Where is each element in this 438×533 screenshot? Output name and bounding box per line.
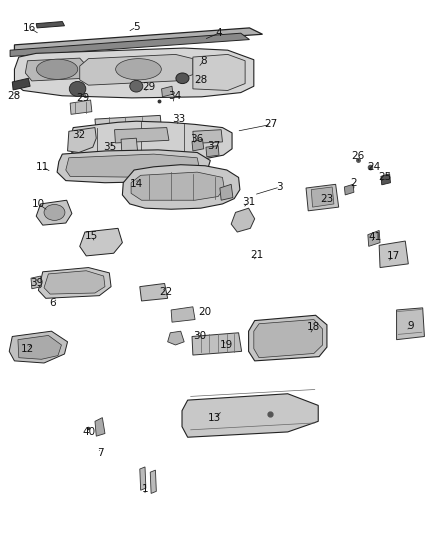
Polygon shape (44, 271, 105, 294)
Polygon shape (381, 174, 391, 185)
Text: 10: 10 (32, 199, 45, 209)
Text: 34: 34 (168, 91, 181, 101)
Text: 25: 25 (378, 172, 391, 182)
Text: 17: 17 (386, 251, 400, 261)
Polygon shape (121, 138, 138, 161)
Polygon shape (254, 319, 322, 358)
Text: 32: 32 (72, 130, 85, 140)
Ellipse shape (36, 59, 78, 79)
Text: 13: 13 (208, 413, 221, 423)
Polygon shape (193, 57, 204, 69)
Text: 29: 29 (77, 93, 90, 103)
Polygon shape (66, 154, 199, 177)
Text: 19: 19 (220, 340, 233, 350)
Text: 37: 37 (207, 141, 220, 151)
Polygon shape (122, 165, 240, 209)
Text: 18: 18 (307, 322, 321, 333)
Polygon shape (379, 241, 408, 268)
Polygon shape (368, 230, 380, 246)
Polygon shape (171, 307, 195, 322)
Polygon shape (115, 127, 169, 143)
Polygon shape (14, 48, 254, 98)
Ellipse shape (44, 205, 65, 220)
Polygon shape (193, 130, 223, 143)
Text: 16: 16 (23, 23, 36, 33)
Polygon shape (80, 228, 122, 256)
Polygon shape (182, 394, 318, 437)
Polygon shape (150, 470, 156, 494)
Polygon shape (231, 208, 254, 232)
Text: 33: 33 (172, 114, 186, 124)
Text: 29: 29 (142, 82, 155, 92)
Ellipse shape (176, 73, 189, 84)
Text: 39: 39 (31, 278, 44, 288)
Polygon shape (9, 331, 67, 363)
Polygon shape (25, 58, 88, 81)
Text: 21: 21 (251, 250, 264, 260)
Text: 23: 23 (320, 193, 334, 204)
Text: 40: 40 (83, 427, 96, 437)
Text: 31: 31 (242, 197, 255, 207)
Polygon shape (162, 86, 173, 97)
Ellipse shape (69, 82, 86, 96)
Polygon shape (206, 146, 219, 157)
Polygon shape (140, 284, 168, 301)
Text: 24: 24 (367, 162, 380, 172)
Text: 1: 1 (142, 484, 148, 494)
Polygon shape (67, 127, 96, 152)
Polygon shape (95, 115, 162, 134)
Polygon shape (57, 150, 210, 183)
Polygon shape (140, 467, 146, 490)
Text: 3: 3 (277, 182, 283, 192)
Text: 14: 14 (130, 179, 143, 189)
Text: 9: 9 (407, 321, 414, 331)
Text: 27: 27 (265, 119, 278, 130)
Polygon shape (36, 21, 64, 28)
Polygon shape (344, 184, 354, 195)
Text: 41: 41 (368, 232, 381, 243)
Text: 4: 4 (215, 28, 223, 38)
Text: 8: 8 (201, 56, 207, 66)
Polygon shape (193, 54, 245, 91)
Text: 6: 6 (49, 297, 56, 308)
Polygon shape (14, 28, 262, 51)
Polygon shape (18, 335, 61, 359)
Polygon shape (80, 54, 193, 85)
Polygon shape (311, 187, 334, 207)
Polygon shape (31, 276, 42, 289)
Text: 2: 2 (350, 177, 357, 188)
Polygon shape (69, 121, 232, 161)
Text: 20: 20 (198, 306, 212, 317)
Polygon shape (95, 418, 105, 436)
Text: 30: 30 (193, 332, 206, 342)
Polygon shape (306, 184, 339, 211)
Polygon shape (131, 172, 224, 200)
Text: 5: 5 (133, 22, 140, 32)
Text: 35: 35 (102, 142, 116, 152)
Text: 11: 11 (36, 162, 49, 172)
Polygon shape (12, 78, 30, 90)
Ellipse shape (116, 59, 161, 80)
Polygon shape (70, 100, 92, 114)
Polygon shape (168, 331, 184, 345)
Polygon shape (192, 139, 204, 151)
Polygon shape (10, 33, 250, 56)
Text: 15: 15 (85, 231, 99, 241)
Text: 36: 36 (190, 134, 203, 144)
Text: 28: 28 (194, 75, 207, 85)
Polygon shape (249, 316, 327, 361)
Polygon shape (396, 308, 424, 340)
Polygon shape (36, 200, 72, 225)
Ellipse shape (130, 80, 143, 92)
Polygon shape (192, 333, 242, 355)
Text: 7: 7 (97, 448, 104, 458)
Text: 12: 12 (21, 344, 34, 354)
Text: 26: 26 (351, 151, 364, 161)
Text: 28: 28 (7, 91, 20, 101)
Text: 22: 22 (159, 287, 173, 297)
Polygon shape (39, 268, 111, 298)
Polygon shape (220, 184, 233, 200)
